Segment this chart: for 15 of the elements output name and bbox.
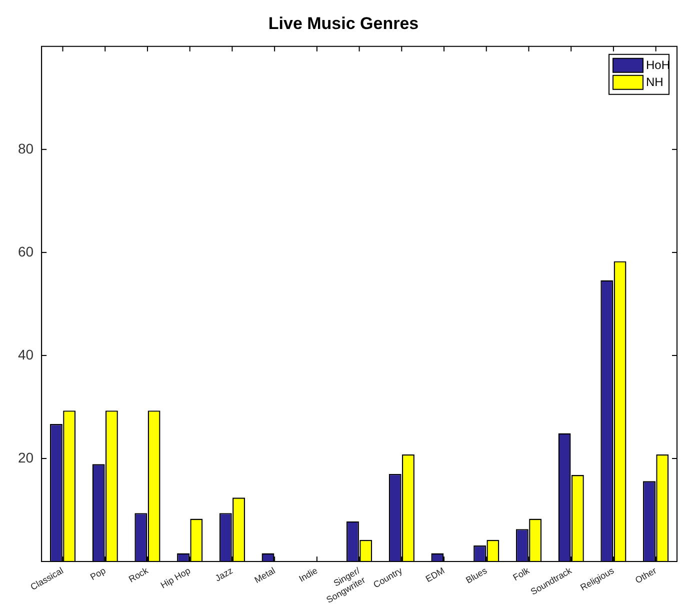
x-tick-label: Hip Hop bbox=[158, 565, 192, 590]
x-tick-label: Indie bbox=[297, 565, 320, 584]
x-tick-label: Blues bbox=[464, 565, 490, 586]
y-tick-label: 80 bbox=[18, 140, 34, 156]
legend-label: NH bbox=[646, 75, 664, 90]
y-tick-label: 40 bbox=[18, 346, 34, 362]
x-tick-label: Rock bbox=[126, 565, 150, 584]
chart-title: Live Music Genres bbox=[268, 14, 419, 33]
x-tick-label: Pop bbox=[88, 565, 108, 582]
x-tick-label: EDM bbox=[424, 565, 446, 584]
x-tick-label: Jazz bbox=[213, 565, 235, 584]
x-tick-label: Other bbox=[634, 565, 658, 586]
y-tick-label: 20 bbox=[18, 449, 34, 466]
y-tick-label: 60 bbox=[18, 243, 34, 260]
x-tick-label: Folk bbox=[511, 565, 532, 583]
